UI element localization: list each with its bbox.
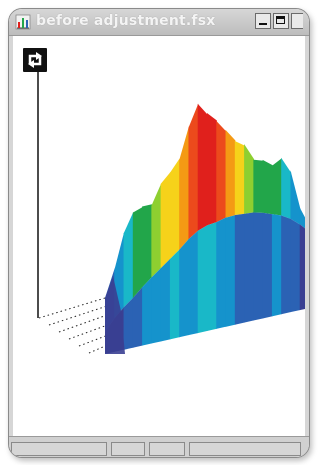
spectrum-band-lower — [299, 224, 305, 311]
close-icon[interactable] — [291, 13, 303, 29]
spectrum-band-upper — [271, 158, 282, 216]
window-title: before adjustment.fsx — [36, 13, 216, 29]
spectrum-band-lower — [142, 277, 152, 346]
spectrum-band-upper — [290, 170, 301, 225]
spectrum-band-lower — [216, 217, 227, 329]
spectrum-band-upper — [160, 172, 171, 269]
title-bar[interactable]: before adjustment.fsx — [9, 9, 309, 36]
spectrum-band-lower — [169, 249, 180, 340]
spectrum-band-lower — [188, 230, 199, 336]
spectrum-band-upper — [188, 103, 199, 240]
spectrum-band-upper — [132, 206, 143, 299]
spectrum-band-lower — [151, 267, 162, 344]
spectrum-band-upper — [207, 113, 217, 226]
spectrum-band-lower — [271, 214, 282, 317]
status-field — [149, 442, 185, 456]
spectrum-band-lower — [253, 212, 264, 321]
spectrum-band-upper — [225, 129, 236, 218]
rotate-view-icon[interactable] — [23, 48, 47, 72]
spectrum-band-lower — [123, 297, 134, 350]
spectrum-band-lower — [290, 218, 301, 313]
spectrum-band-lower — [234, 213, 245, 325]
status-field — [111, 442, 145, 456]
spectrum-3d-plot[interactable] — [13, 36, 305, 436]
spectrum-band-upper — [142, 204, 152, 288]
spectrum-band-lower — [281, 215, 292, 315]
status-field — [189, 442, 301, 456]
spectrum-band-lower — [197, 225, 208, 334]
spectrum-band-upper — [253, 159, 264, 213]
spectrum-band-upper — [197, 103, 208, 231]
minimize-icon[interactable] — [255, 13, 271, 29]
spectrum-band-lower — [160, 258, 171, 342]
spectrum-band-upper — [234, 140, 245, 216]
spectrum-band-upper — [151, 183, 162, 278]
spectrum-band-upper — [281, 157, 292, 220]
spectrum-band-lower — [225, 215, 236, 327]
spectrum-surface — [105, 103, 305, 354]
status-bar — [9, 436, 309, 457]
status-field — [11, 442, 107, 456]
spectrum-band-upper — [123, 211, 134, 308]
spectrum-band-lower — [179, 238, 190, 338]
spectrum-band-upper — [299, 207, 305, 229]
spectrum-front-facet — [105, 276, 125, 354]
spectrum-band-lower — [262, 212, 273, 319]
spectrum-band-upper — [169, 158, 180, 260]
spectrum-band-upper — [262, 159, 273, 215]
application-window: before adjustment.fsx — [8, 8, 310, 458]
spectrum-band-upper — [179, 125, 190, 250]
spectrum-band-lower — [207, 222, 217, 331]
spectrum-band-upper — [244, 144, 254, 214]
plot-area[interactable] — [9, 36, 309, 437]
maximize-icon[interactable] — [273, 13, 289, 29]
spectrum-chart-icon[interactable] — [15, 14, 31, 30]
spectrum-band-upper — [216, 120, 227, 223]
spectrum-band-lower — [132, 286, 143, 348]
spectrum-band-lower — [244, 212, 254, 323]
